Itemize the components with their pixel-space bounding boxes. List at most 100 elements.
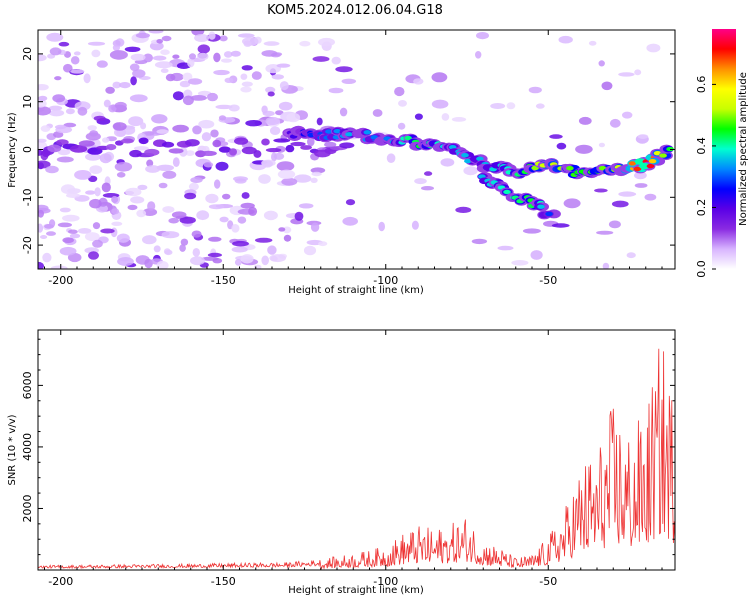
noise-blob bbox=[128, 116, 144, 127]
noise-blob bbox=[69, 233, 81, 239]
noise-blob bbox=[103, 99, 111, 108]
noise-blob bbox=[165, 73, 176, 82]
noise-blob bbox=[140, 122, 147, 130]
noise-blob bbox=[578, 116, 592, 125]
noise-blob bbox=[230, 50, 241, 57]
x-tick-label: -50 bbox=[539, 575, 557, 588]
noise-blob bbox=[99, 153, 112, 164]
noise-blob bbox=[87, 125, 97, 131]
noise-blob bbox=[46, 231, 56, 236]
noise-blob bbox=[331, 56, 341, 65]
ridge-blob bbox=[659, 153, 667, 158]
y-tick-label: 2000 bbox=[21, 494, 34, 522]
noise-blob bbox=[528, 86, 542, 94]
noise-blob bbox=[271, 74, 284, 80]
noise-blob bbox=[224, 77, 234, 84]
noise-blob bbox=[182, 95, 194, 106]
noise-blob bbox=[205, 193, 219, 204]
noise-blob bbox=[298, 203, 314, 209]
noise-blob bbox=[56, 156, 74, 163]
noise-blob bbox=[455, 206, 472, 213]
noise-blob bbox=[198, 119, 215, 129]
noise-blob bbox=[476, 31, 489, 40]
noise-blob bbox=[303, 245, 317, 256]
noise-blob bbox=[119, 82, 131, 89]
noise-blob bbox=[42, 252, 52, 263]
noise-blob bbox=[172, 54, 180, 59]
noise-blob bbox=[240, 254, 254, 264]
noise-blob bbox=[60, 184, 76, 195]
ridge-blob bbox=[648, 159, 657, 164]
noise-blob bbox=[151, 114, 168, 124]
noise-blob bbox=[112, 122, 127, 131]
noise-blob bbox=[258, 174, 271, 184]
noise-blob bbox=[40, 125, 51, 132]
noise-blob bbox=[182, 72, 193, 81]
noise-blob bbox=[431, 72, 448, 83]
noise-blob bbox=[634, 69, 642, 76]
noise-blob bbox=[210, 129, 219, 138]
noise-blob bbox=[273, 152, 285, 160]
noise-blob bbox=[116, 233, 130, 243]
noise-blob bbox=[413, 78, 424, 85]
band-blob bbox=[261, 138, 270, 146]
x-tick-label: -100 bbox=[373, 575, 398, 588]
noise-blob bbox=[197, 44, 210, 54]
band-blob bbox=[241, 146, 257, 155]
snr-series-line bbox=[38, 348, 675, 570]
x-tick-label: -200 bbox=[48, 274, 73, 287]
snr-xlabel: Height of straight line (km) bbox=[288, 585, 424, 596]
noise-blob bbox=[310, 167, 326, 174]
noise-blob bbox=[282, 226, 292, 234]
noise-blob bbox=[441, 113, 450, 121]
noise-blob bbox=[265, 86, 276, 94]
noise-blob bbox=[414, 113, 423, 120]
noise-blob bbox=[530, 250, 543, 260]
noise-blob bbox=[535, 103, 545, 109]
band-blob bbox=[273, 138, 291, 143]
chart-title: KOM5.2024.012.06.04.G18 bbox=[267, 3, 443, 18]
spectrogram-xlabel: Height of straight line (km) bbox=[288, 285, 424, 296]
spectrogram-marks bbox=[38, 30, 674, 269]
noise-blob bbox=[241, 81, 253, 87]
noise-blob bbox=[164, 249, 173, 256]
noise-blob bbox=[117, 257, 134, 266]
noise-blob bbox=[240, 86, 252, 93]
noise-blob bbox=[137, 184, 148, 191]
branch-blob bbox=[537, 204, 545, 209]
noise-blob bbox=[228, 104, 240, 112]
noise-blob bbox=[172, 124, 189, 133]
noise-blob bbox=[310, 222, 320, 232]
noise-blob bbox=[261, 50, 278, 57]
noise-blob bbox=[153, 245, 161, 253]
noise-blob bbox=[310, 177, 318, 183]
y-tick-label: -10 bbox=[21, 188, 34, 206]
noise-blob bbox=[156, 39, 163, 44]
noise-blob bbox=[124, 46, 141, 52]
noise-blob bbox=[220, 58, 233, 63]
noise-blob bbox=[618, 191, 637, 197]
noise-blob bbox=[213, 52, 221, 63]
noise-blob bbox=[372, 109, 383, 117]
noise-blob bbox=[87, 41, 106, 46]
noise-blob bbox=[62, 214, 80, 222]
noise-blob bbox=[162, 170, 177, 179]
noise-blob bbox=[240, 73, 248, 80]
branch-blob bbox=[545, 211, 553, 217]
noise-blob bbox=[38, 209, 44, 218]
noise-blob bbox=[192, 248, 200, 257]
noise-blob bbox=[179, 80, 191, 88]
noise-blob bbox=[145, 165, 161, 173]
noise-blob bbox=[201, 132, 212, 142]
noise-blob bbox=[421, 186, 434, 191]
x-tick-label: -150 bbox=[211, 274, 236, 287]
noise-blob bbox=[102, 137, 110, 143]
noise-blob bbox=[588, 40, 597, 46]
noise-blob bbox=[179, 216, 196, 224]
noise-blob bbox=[101, 182, 111, 193]
noise-blob bbox=[147, 201, 156, 211]
noise-blob bbox=[563, 198, 581, 209]
noise-blob bbox=[511, 260, 529, 266]
noise-blob bbox=[251, 71, 262, 80]
snr-frame bbox=[37, 329, 676, 571]
